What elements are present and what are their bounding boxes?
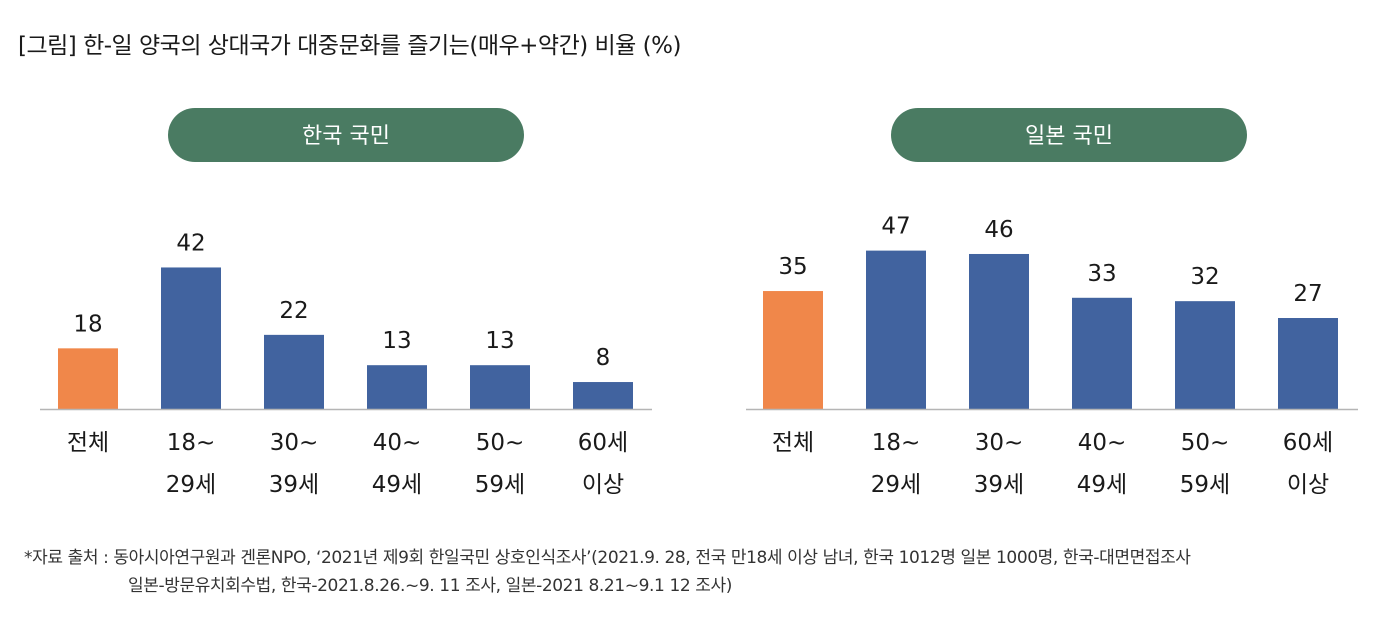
chart-1-category-label-3: 39세 — [269, 472, 319, 498]
chart-2-bar-6 — [1278, 318, 1338, 409]
chart-2-category-label-6: 60세 — [1283, 430, 1333, 456]
chart-1-title: 한국 국민 — [302, 124, 390, 149]
chart-2-data-label-4: 33 — [1087, 261, 1116, 287]
chart-1-category-label-4: 49세 — [372, 472, 422, 498]
chart-2-data-label-3: 46 — [984, 217, 1013, 243]
chart-2-bar-1 — [763, 291, 823, 409]
chart-1-category-label-3: 30~ — [270, 430, 319, 456]
chart-2-bar-2 — [866, 250, 926, 409]
chart-1-bar-2 — [161, 267, 221, 409]
chart-1-data-label-2: 42 — [176, 230, 205, 256]
figure-title: [그림] 한-일 양국의 상대국가 대중문화를 즐기는(매우+약간) 비율 (%… — [18, 33, 681, 59]
chart-1-category-label-5: 50~ — [476, 430, 525, 456]
chart-2-bar-5 — [1175, 301, 1235, 409]
chart-2-data-label-1: 35 — [778, 254, 807, 280]
chart-2-category-label-4: 40~ — [1078, 430, 1127, 456]
source-line-2: 일본-방문유치회수법, 한국-2021.8.26.~9. 11 조사, 일본-2… — [128, 576, 732, 596]
chart-1-data-label-3: 22 — [279, 298, 308, 324]
source-note: *자료 출처 : 동아시아연구원과 겐론NPO, ‘2021년 제9회 한일국민… — [24, 544, 1191, 600]
chart-1-data-label-4: 13 — [382, 328, 411, 354]
chart-2-data-label-6: 27 — [1293, 281, 1322, 307]
chart-1-category-label-2: 18~ — [167, 430, 216, 456]
chart-2-data-label-2: 47 — [881, 214, 910, 240]
chart-2-header-pill — [891, 108, 1247, 162]
chart-1-bar-6 — [573, 382, 633, 409]
chart-2-category-label-4: 49세 — [1077, 472, 1127, 498]
chart-1-bar-3 — [264, 334, 324, 409]
chart-1-data-label-6: 8 — [596, 345, 611, 371]
chart-1-bar-5 — [470, 365, 530, 409]
chart-1-data-label-1: 18 — [73, 311, 102, 337]
chart-2-category-label-5: 59세 — [1180, 472, 1230, 498]
chart-1-data-label-5: 13 — [485, 328, 514, 354]
chart-2-category-label-1: 전체 — [772, 430, 814, 456]
chart-1-header-pill — [168, 108, 524, 162]
chart-2-title: 일본 국민 — [1025, 124, 1113, 149]
chart-2-category-label-3: 30~ — [975, 430, 1024, 456]
chart-2-category-label-5: 50~ — [1181, 430, 1230, 456]
chart-2-category-label-2: 29세 — [871, 472, 921, 498]
chart-1-category-label-2: 29세 — [166, 472, 216, 498]
bar-charts: 한국 국민 18 전체 42 18~ 29세 22 30~ 39세 13 40~ 49세 13 50~ 59… — [40, 108, 1358, 498]
chart-2-data-label-5: 32 — [1190, 264, 1219, 290]
chart-1-category-label-1: 전체 — [67, 430, 109, 456]
chart-2-category-label-3: 39세 — [974, 472, 1024, 498]
chart-1-category-label-4: 40~ — [373, 430, 422, 456]
chart-1-bar-1 — [58, 348, 118, 409]
chart-1-bar-4 — [367, 365, 427, 409]
chart-1-category-label-6: 60세 — [578, 430, 628, 456]
chart-2-category-label-6: 이상 — [1287, 472, 1329, 498]
source-line-1: *자료 출처 : 동아시아연구원과 겐론NPO, ‘2021년 제9회 한일국민… — [24, 548, 1191, 568]
chart-2-category-label-2: 18~ — [872, 430, 921, 456]
chart-2-bar-4 — [1072, 297, 1132, 409]
chart-1-category-label-6: 이상 — [582, 472, 624, 498]
chart-1-category-label-5: 59세 — [475, 472, 525, 498]
chart-2-bar-3 — [969, 253, 1029, 409]
